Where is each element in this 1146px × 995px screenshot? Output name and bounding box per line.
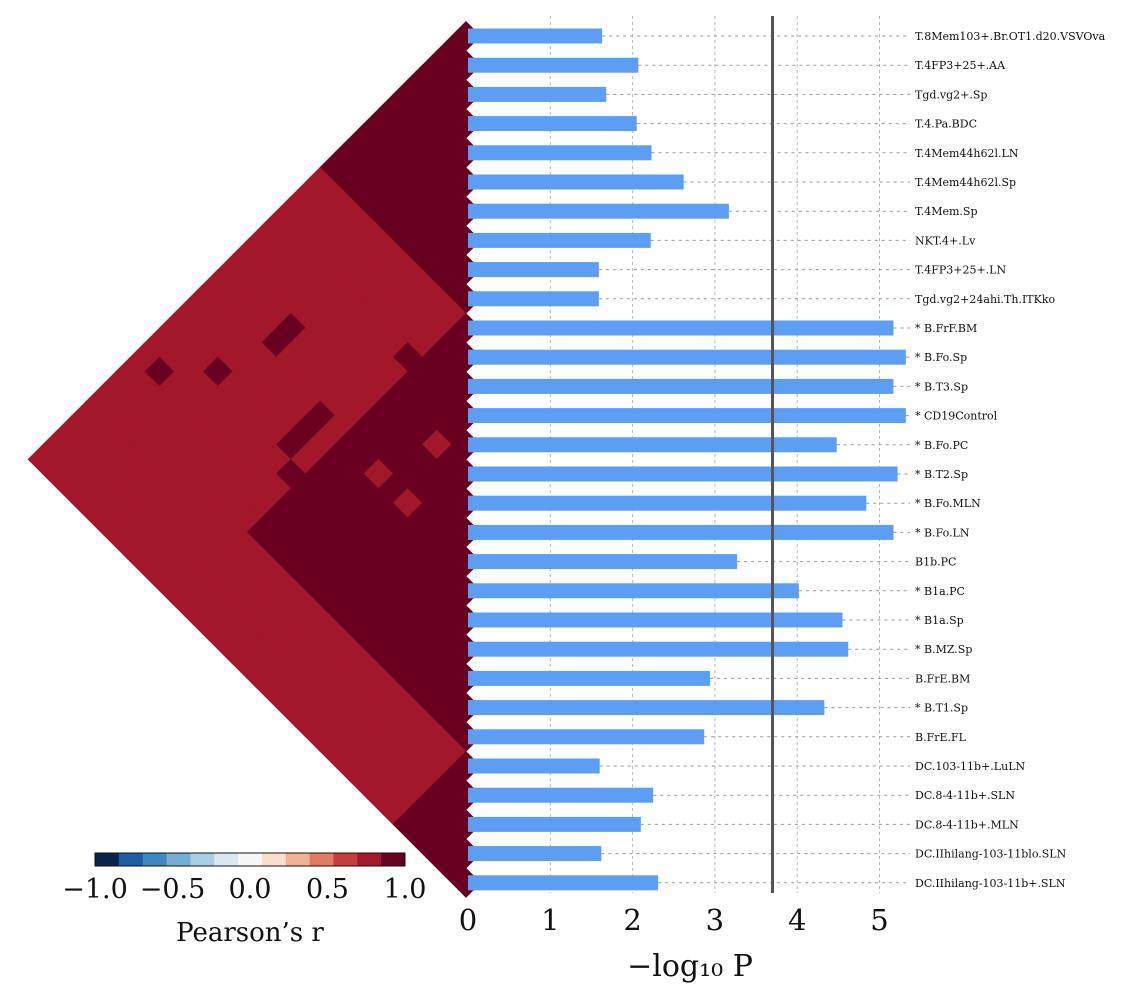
category-label: DC.8-4-11b+.SLN [915, 789, 1015, 802]
colorbar-segment [381, 853, 406, 866]
colorbar-segment [142, 853, 168, 866]
category-label: * CD19Control [915, 410, 998, 423]
category-label: T.8Mem103+.Br.OT1.d20.VSVOva [915, 30, 1106, 43]
category-label: * B1a.PC [915, 585, 965, 598]
x-tick-label: 0 [459, 903, 477, 937]
category-label: * B.T1.Sp [915, 702, 968, 715]
category-label: * B.MZ.Sp [915, 643, 972, 656]
colorbar-tick-label: −0.5 [140, 874, 206, 905]
category-label: Tgd.vg2+.Sp [915, 88, 987, 101]
bar [468, 320, 894, 336]
category-label: B.FrE.BM [915, 672, 970, 685]
category-label: DC.IIhilang-103-11b+.SLN [915, 877, 1066, 890]
colorbar-segment [166, 853, 191, 866]
colorbar-label: Pearson’s r [176, 918, 324, 948]
category-label: T.4FP3+25+.AA [915, 59, 1006, 72]
bar [468, 203, 729, 219]
bar [468, 787, 654, 803]
category-label: * B1a.Sp [915, 614, 964, 627]
bar [468, 641, 849, 657]
x-axis-label: −log₁₀ P [627, 949, 753, 984]
bar [468, 86, 607, 102]
bar [468, 437, 837, 453]
bar [468, 232, 651, 248]
bar [468, 145, 652, 161]
bar [468, 758, 600, 774]
category-label: DC.8-4-11b+.MLN [915, 818, 1019, 831]
category-label: DC.IIhilang-103-11blo.SLN [915, 848, 1067, 861]
category-label: NKT.4+.Lv [915, 234, 976, 247]
category-label: B1b.PC [915, 556, 956, 569]
bar [468, 846, 602, 862]
category-label: T.4.Pa.BDC [915, 118, 977, 131]
category-label: * B.Fo.LN [915, 526, 970, 539]
category-label: * B.T3.Sp [915, 380, 968, 393]
category-label: * B.T2.Sp [915, 468, 968, 481]
x-axis-ticks: 0 1 2 3 4 5 [459, 903, 889, 937]
colorbar-tick-label: 1.0 [384, 874, 427, 905]
colorbar-segment [357, 853, 382, 866]
colorbar-tick-label: 0.5 [306, 874, 349, 905]
bar [468, 875, 659, 891]
colorbar-segment [333, 853, 358, 866]
category-label: * B.Fo.PC [915, 439, 968, 452]
bar [468, 670, 710, 686]
colorbar-tick-label: 0.0 [229, 874, 272, 905]
correlation-heatmap [27, 20, 482, 898]
bar [468, 408, 906, 424]
bar [468, 524, 894, 540]
y-axis-labels: T.8Mem103+.Br.OT1.d20.VSVOva T.4FP3+25+.A… [915, 30, 1106, 890]
x-tick-label: 1 [541, 903, 559, 937]
colorbar-segment [238, 853, 263, 866]
bar [468, 495, 867, 511]
category-label: Tgd.vg2+24ahi.Th.ITKko [915, 293, 1056, 306]
colorbar-tick-label: −1.0 [62, 874, 128, 905]
colorbar-segment [118, 853, 144, 866]
x-tick-label: 3 [706, 903, 724, 937]
colorbar-segment [214, 853, 239, 866]
bar [468, 700, 825, 716]
x-tick-label: 5 [870, 903, 888, 937]
colorbar-frame [94, 852, 406, 867]
colorbar-segment [95, 853, 120, 866]
bar [468, 583, 799, 599]
category-label: T.4Mem44h62l.LN [915, 147, 1019, 160]
bar [468, 349, 906, 365]
category-label: * B.Fo.Sp [915, 351, 967, 364]
colorbar-segment [190, 853, 215, 866]
bar-series [468, 28, 906, 891]
bar [468, 262, 599, 278]
category-label: * B.Fo.MLN [915, 497, 981, 510]
colorbar [94, 852, 406, 867]
bar [468, 554, 738, 570]
bar [468, 174, 684, 190]
x-tick-label: 4 [788, 903, 806, 937]
bar [468, 291, 599, 307]
colorbar-ticks: −1.0 −0.5 0.0 0.5 1.0 [62, 874, 426, 905]
category-label: DC.103-11b+.LuLN [915, 760, 1025, 773]
bar [468, 816, 641, 832]
bar [468, 612, 843, 628]
bar [468, 729, 705, 745]
bar [468, 28, 603, 44]
colorbar-segment [309, 853, 334, 866]
category-label: T.4FP3+25+.LN [915, 264, 1006, 277]
colorbar-segment [261, 853, 287, 866]
bar [468, 57, 639, 73]
category-label: T.4Mem44h62l.Sp [915, 176, 1016, 189]
bar [468, 466, 898, 482]
x-grid [549, 16, 910, 893]
bar [468, 378, 894, 394]
colorbar-segment [285, 853, 311, 866]
x-tick-label: 2 [623, 903, 641, 937]
bar [468, 116, 637, 132]
category-label: T.4Mem.Sp [915, 205, 978, 218]
category-label: B.FrE.FL [915, 731, 967, 744]
category-label: * B.FrF.BM [915, 322, 977, 335]
